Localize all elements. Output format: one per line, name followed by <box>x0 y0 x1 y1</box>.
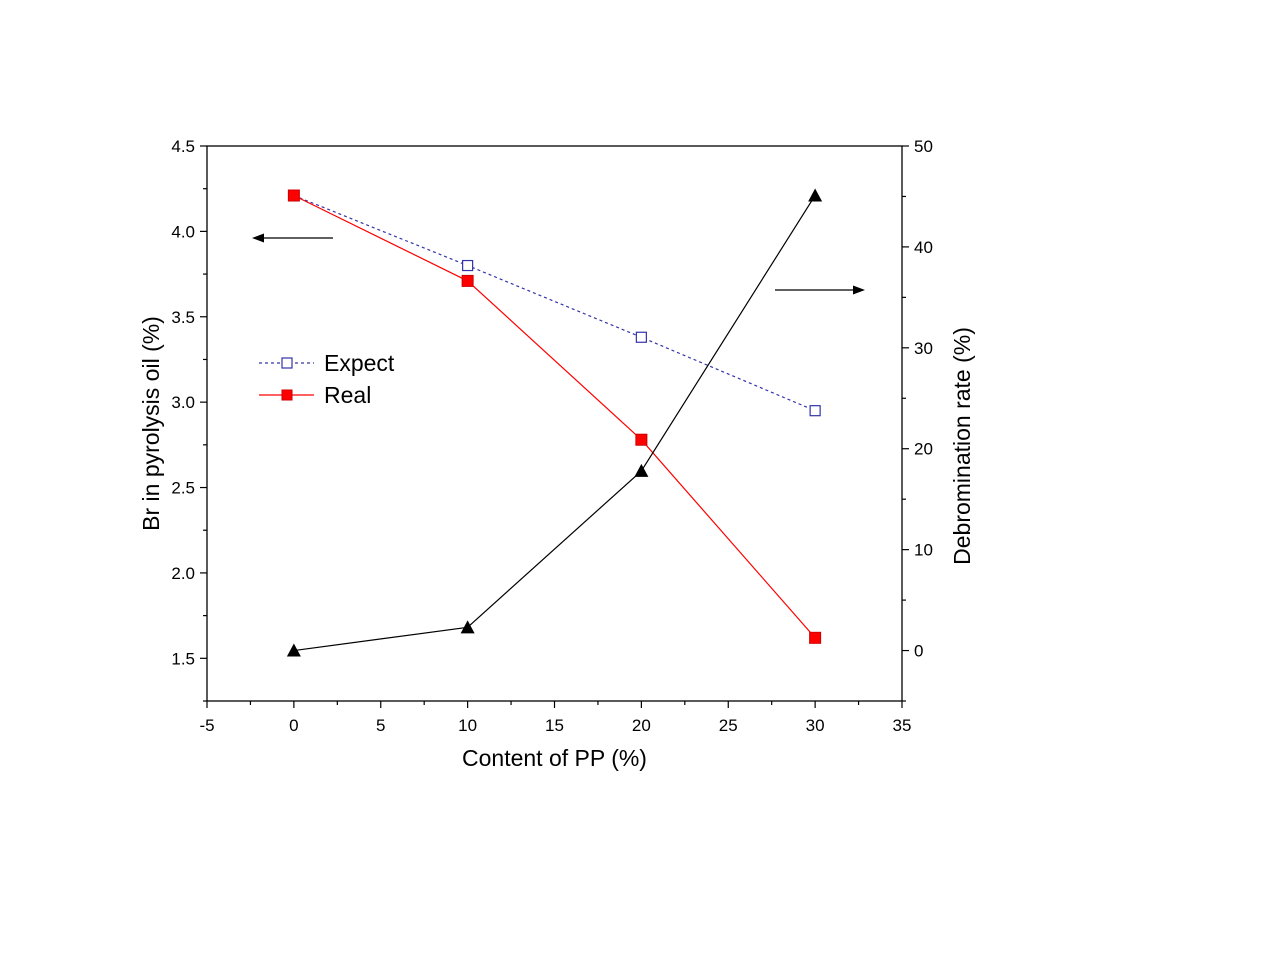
point-debromination <box>808 188 823 202</box>
point-debromination <box>460 620 475 634</box>
legend-label-expect: Expect <box>324 350 395 376</box>
right-axis-arrow <box>775 285 865 295</box>
point-real <box>809 631 822 644</box>
left-y-tick-label: 4.5 <box>171 137 195 156</box>
x-tick-label: 25 <box>719 716 738 735</box>
point-expect <box>809 405 821 417</box>
series-layer <box>286 188 823 657</box>
axis-tick-labels: -5 0 5 10 15 20 25 30 35 1.5 2.0 2.5 3.0 3.5 4.0 4.5 0 10… <box>171 137 933 735</box>
left-axis-arrow <box>252 233 333 243</box>
series-line-real <box>293 194 816 639</box>
point-real <box>635 433 648 446</box>
point-real <box>287 189 300 202</box>
legend: Expect Real <box>259 350 395 408</box>
x-tick-label: 20 <box>632 716 651 735</box>
left-y-axis-title: Br in pyrolysis oil (%) <box>138 316 164 531</box>
left-y-tick-label: 2.5 <box>171 479 195 498</box>
left-y-tick-label: 2.0 <box>171 564 195 583</box>
left-y-tick-label: 3.5 <box>171 308 195 327</box>
x-tick-label: 30 <box>806 716 825 735</box>
point-debromination <box>286 643 301 657</box>
right-y-tick-label: 30 <box>914 339 933 358</box>
axis-ticks <box>200 145 909 708</box>
right-y-tick-label: 50 <box>914 137 933 156</box>
right-y-tick-label: 10 <box>914 541 933 560</box>
x-axis-title: Content of PP (%) <box>462 745 647 771</box>
x-tick-label: 0 <box>289 716 298 735</box>
x-tick-label: 5 <box>376 716 385 735</box>
right-y-axis-title: Debromination rate (%) <box>949 327 975 565</box>
x-tick-label: 15 <box>545 716 564 735</box>
point-debromination <box>634 463 649 477</box>
x-tick-label: -5 <box>199 716 214 735</box>
point-expect <box>635 331 647 343</box>
series-line-debromination <box>293 195 816 652</box>
left-y-tick-label: 3.0 <box>171 393 195 412</box>
point-expect <box>462 259 474 272</box>
left-y-tick-label: 1.5 <box>171 649 195 668</box>
legend-label-real: Real <box>324 382 371 408</box>
point-real <box>461 274 474 287</box>
left-y-tick-label: 4.0 <box>171 222 195 241</box>
series-line-expect <box>293 194 816 412</box>
right-y-tick-label: 20 <box>914 440 933 459</box>
x-tick-label: 10 <box>458 716 477 735</box>
x-tick-label: 35 <box>893 716 912 735</box>
right-y-tick-label: 0 <box>914 642 923 661</box>
legend-item-real: Real <box>259 382 371 408</box>
right-y-tick-label: 40 <box>914 238 933 257</box>
legend-item-expect: Expect <box>259 350 395 376</box>
